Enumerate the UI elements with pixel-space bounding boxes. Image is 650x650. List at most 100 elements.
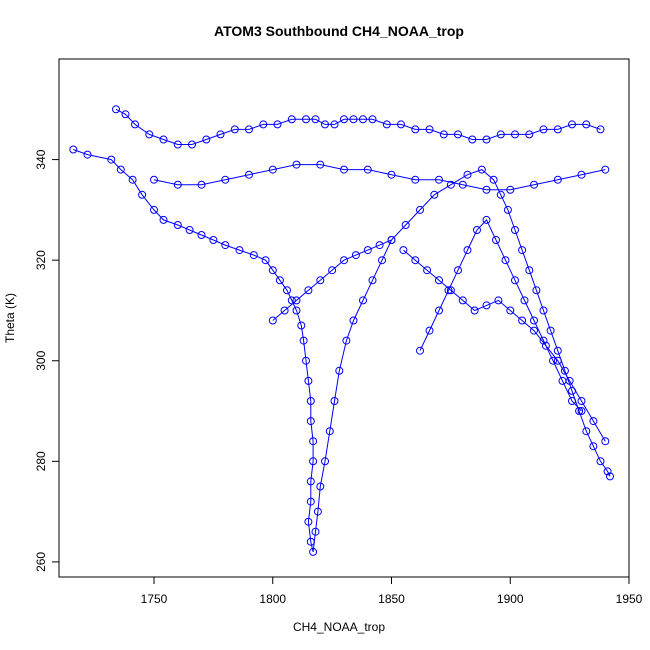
data-point — [530, 326, 538, 335]
data-point — [159, 215, 168, 224]
data-point — [506, 185, 515, 194]
x-tick-label: 1850 — [378, 592, 405, 606]
plot-frame — [58, 58, 630, 578]
data-point — [306, 477, 315, 486]
data-point — [401, 221, 410, 229]
data-point — [280, 306, 289, 315]
data-point — [477, 165, 486, 174]
data-point — [202, 135, 211, 144]
data-point — [145, 130, 154, 139]
data-point — [496, 190, 505, 199]
data-point — [575, 407, 584, 415]
data-point — [411, 256, 420, 265]
data-point — [261, 256, 270, 265]
data-point — [275, 276, 284, 285]
data-point — [188, 140, 196, 149]
data-point — [463, 170, 472, 179]
data-point — [501, 256, 510, 265]
data-point — [511, 226, 519, 234]
data-point — [530, 180, 538, 189]
data-point — [330, 397, 339, 405]
data-point — [470, 306, 479, 315]
data-point — [549, 356, 557, 365]
x-tick-label: 1900 — [497, 592, 524, 606]
data-point — [539, 306, 548, 315]
data-point — [454, 266, 462, 275]
data-point — [387, 236, 396, 244]
data-point — [316, 276, 325, 285]
data-point — [259, 120, 268, 129]
data-point — [368, 115, 377, 124]
y-tick-label: 280 — [34, 451, 48, 471]
data-point — [506, 306, 515, 315]
data-point — [397, 120, 405, 129]
data-point — [268, 266, 277, 275]
data-point — [173, 140, 182, 149]
data-point — [411, 125, 420, 134]
data-point — [197, 231, 206, 239]
data-point — [268, 165, 277, 174]
data-point — [131, 120, 139, 129]
data-point — [525, 130, 534, 139]
data-point — [359, 115, 367, 124]
data-point — [292, 306, 301, 315]
data-point — [316, 482, 325, 491]
data-point — [458, 180, 467, 189]
data-point — [482, 215, 491, 224]
data-point — [553, 346, 562, 355]
data-point — [306, 417, 315, 426]
data-point — [503, 205, 512, 214]
data-point — [568, 120, 576, 129]
data-point — [363, 246, 372, 255]
data-point — [375, 241, 384, 250]
data-point — [435, 276, 443, 285]
data-point — [209, 236, 218, 244]
data-point — [568, 397, 576, 405]
data-point — [518, 316, 527, 325]
data-point — [173, 180, 182, 189]
data-point — [553, 356, 562, 365]
data-point — [342, 336, 351, 345]
data-points — [69, 105, 614, 556]
data-point — [425, 326, 434, 335]
data-point — [268, 316, 277, 325]
data-point — [430, 190, 439, 199]
data-point — [382, 120, 391, 129]
data-point — [69, 145, 78, 154]
data-point — [83, 150, 92, 159]
data-point — [313, 507, 322, 516]
data-point — [601, 437, 610, 446]
data-point — [249, 251, 258, 260]
data-point — [601, 165, 610, 174]
series-line-1 — [115, 108, 601, 145]
data-point — [273, 120, 282, 129]
data-point — [565, 376, 574, 385]
data-point — [577, 407, 586, 415]
data-point — [173, 221, 182, 229]
chart-title: ATOM3 Southbound CH4_NOAA_trop — [214, 23, 464, 39]
data-point — [435, 175, 443, 184]
data-point — [306, 537, 315, 546]
data-point — [468, 135, 477, 144]
data-point — [463, 246, 472, 255]
data-point — [520, 296, 529, 305]
data-point — [439, 130, 448, 139]
data-point — [458, 296, 467, 305]
x-axis: 1750 1800 1850 1900 1950 — [141, 576, 643, 606]
data-point — [511, 276, 519, 285]
data-point — [349, 316, 358, 325]
data-point — [399, 246, 408, 255]
data-point — [482, 301, 491, 310]
data-point — [306, 397, 315, 405]
data-point — [138, 190, 147, 199]
data-point — [351, 251, 360, 260]
data-point — [335, 366, 344, 375]
data-point — [482, 185, 491, 194]
data-point — [518, 246, 527, 255]
data-point — [235, 246, 244, 255]
data-point — [287, 115, 296, 124]
data-point — [425, 125, 434, 134]
data-point — [492, 236, 500, 244]
data-point — [411, 175, 420, 184]
data-point — [539, 125, 548, 134]
